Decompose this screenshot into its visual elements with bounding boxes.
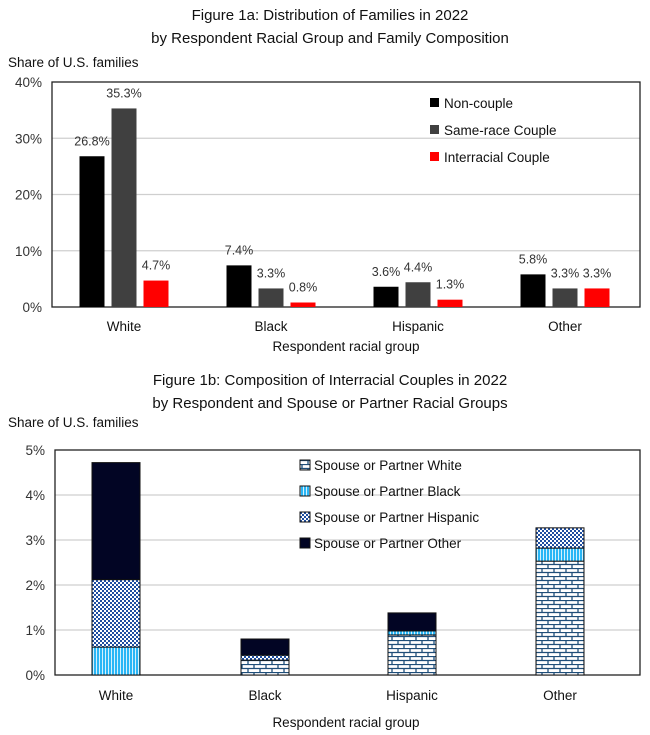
chart-1a-data-label: 3.3% (551, 266, 580, 280)
chart-1a-xlabel: Respondent racial group (272, 339, 419, 354)
segment-spouse-or-partner-hispanic-black (240, 654, 290, 661)
chart-1b-legend-label: Spouse or Partner Black (314, 484, 461, 499)
segment-spouse-or-partner-white-hispanic (387, 634, 437, 676)
segment-spouse-or-partner-black-hispanic (387, 630, 437, 636)
bar-interracial-couple-hispanic (437, 299, 463, 307)
chart-1a-data-label: 7.4% (225, 243, 254, 257)
legend-swatch-icon (430, 125, 439, 134)
chart-1b-legend-label: Spouse or Partner White (314, 458, 462, 473)
chart-1a-ytick-label: 20% (15, 188, 42, 203)
chart-1a-plot-frame (51, 81, 641, 308)
bar-same-race-couple-black (258, 288, 284, 307)
chart-1b-ytick-label: 0% (25, 668, 45, 683)
chart-1a-ytick-label: 40% (15, 75, 42, 90)
chart-1a-ytick-label: 10% (15, 244, 42, 259)
bar-same-race-couple-white (111, 108, 137, 307)
chart-1b-legend-label: Spouse or Partner Hispanic (314, 510, 479, 525)
chart-1a-xtick-label: White (107, 319, 142, 334)
segment-spouse-or-partner-black-white (91, 646, 141, 676)
bar-interracial-couple-black (290, 302, 316, 307)
chart-1a-data-label: 3.3% (583, 266, 612, 280)
bar-same-race-couple-hispanic (405, 282, 431, 307)
segment-spouse-or-partner-hispanic-other (535, 527, 585, 549)
segment-spouse-or-partner-other-white (91, 462, 141, 581)
segment-spouse-or-partner-hispanic-white (91, 579, 141, 648)
chart-1a-data-label: 1.3% (436, 278, 465, 292)
legend-swatch-icon (299, 459, 311, 471)
chart-1a-data-label: 0.8% (289, 281, 318, 295)
bar-interracial-couple-other (584, 288, 610, 307)
bar-non-couple-white (79, 156, 105, 307)
chart-1b-ylabel: Share of U.S. families (8, 415, 139, 430)
legend-swatch-icon (299, 485, 311, 497)
segment-spouse-or-partner-white-other (535, 560, 585, 676)
chart-1a-legend-label: Interracial Couple (444, 150, 550, 165)
chart-1a-xtick-label: Other (548, 319, 582, 334)
chart-1a-data-label: 5.8% (519, 252, 548, 266)
chart-1b-xtick-label: Hispanic (386, 688, 438, 703)
chart-1b-subtitle: by Respondent and Spouse or Partner Raci… (152, 395, 507, 412)
chart-1a-data-label: 4.4% (404, 260, 433, 274)
chart-1a-legend-label: Same-race Couple (444, 123, 557, 138)
legend-swatch-icon (430, 98, 439, 107)
bar-same-race-couple-other (552, 288, 578, 307)
chart-1b: 0% 1% 2% 3% 4% 5% White Black Hispanic Other Spous… (25, 443, 641, 703)
chart-1a-xtick-label: Hispanic (392, 319, 444, 334)
chart-1b-xtick-label: Black (248, 688, 281, 703)
chart-1b-xtick-label: Other (543, 688, 577, 703)
chart-1a-ytick-label: 30% (15, 131, 42, 146)
bar-non-couple-black (226, 265, 252, 307)
chart-1a-ylabel: Share of U.S. families (8, 55, 139, 70)
legend-swatch-icon (299, 537, 311, 549)
chart-1a-subtitle: by Respondent Racial Group and Family Co… (151, 30, 509, 47)
chart-1b-title: Figure 1b: Composition of Interracial Co… (153, 372, 507, 389)
chart-1b-ytick-label: 2% (25, 578, 45, 593)
segment-spouse-or-partner-other-black (240, 638, 290, 656)
chart-1a-data-label: 35.3% (106, 86, 141, 100)
chart-1a-title: Figure 1a: Distribution of Families in 2… (192, 7, 469, 24)
chart-1a-data-label: 3.3% (257, 266, 286, 280)
chart-1a-ytick-label: 0% (22, 300, 42, 315)
chart-1a-legend-label: Non-couple (444, 96, 513, 111)
segment-spouse-or-partner-black-other (535, 547, 585, 562)
segment-spouse-or-partner-white-black (240, 659, 290, 676)
chart-1b-xtick-label: White (99, 688, 134, 703)
chart-1b-ytick-label: 5% (25, 443, 45, 458)
segment-spouse-or-partner-other-hispanic (387, 612, 437, 632)
chart-1b-ytick-label: 3% (25, 533, 45, 548)
chart-1a-data-label: 4.7% (142, 259, 171, 273)
chart-1a-data-label: 3.6% (372, 265, 401, 279)
chart-1a: 0% 10% 20% 30% 40% White 26.8% 35.3% 4.7% Black 7.… (15, 75, 641, 334)
chart-1b-legend-label: Spouse or Partner Other (314, 536, 462, 551)
bar-non-couple-hispanic (373, 286, 399, 307)
legend-swatch-icon (299, 511, 311, 523)
bar-interracial-couple-white (143, 280, 169, 307)
chart-1b-ytick-label: 1% (25, 623, 45, 638)
bar-non-couple-other (520, 274, 546, 307)
chart-1b-xlabel: Respondent racial group (272, 715, 419, 730)
legend-swatch-icon (430, 152, 439, 161)
chart-1b-ytick-label: 4% (25, 488, 45, 503)
chart-1a-data-label: 26.8% (74, 134, 109, 148)
chart-1a-xtick-label: Black (254, 319, 287, 334)
chart-1b-plot-frame (54, 449, 641, 676)
